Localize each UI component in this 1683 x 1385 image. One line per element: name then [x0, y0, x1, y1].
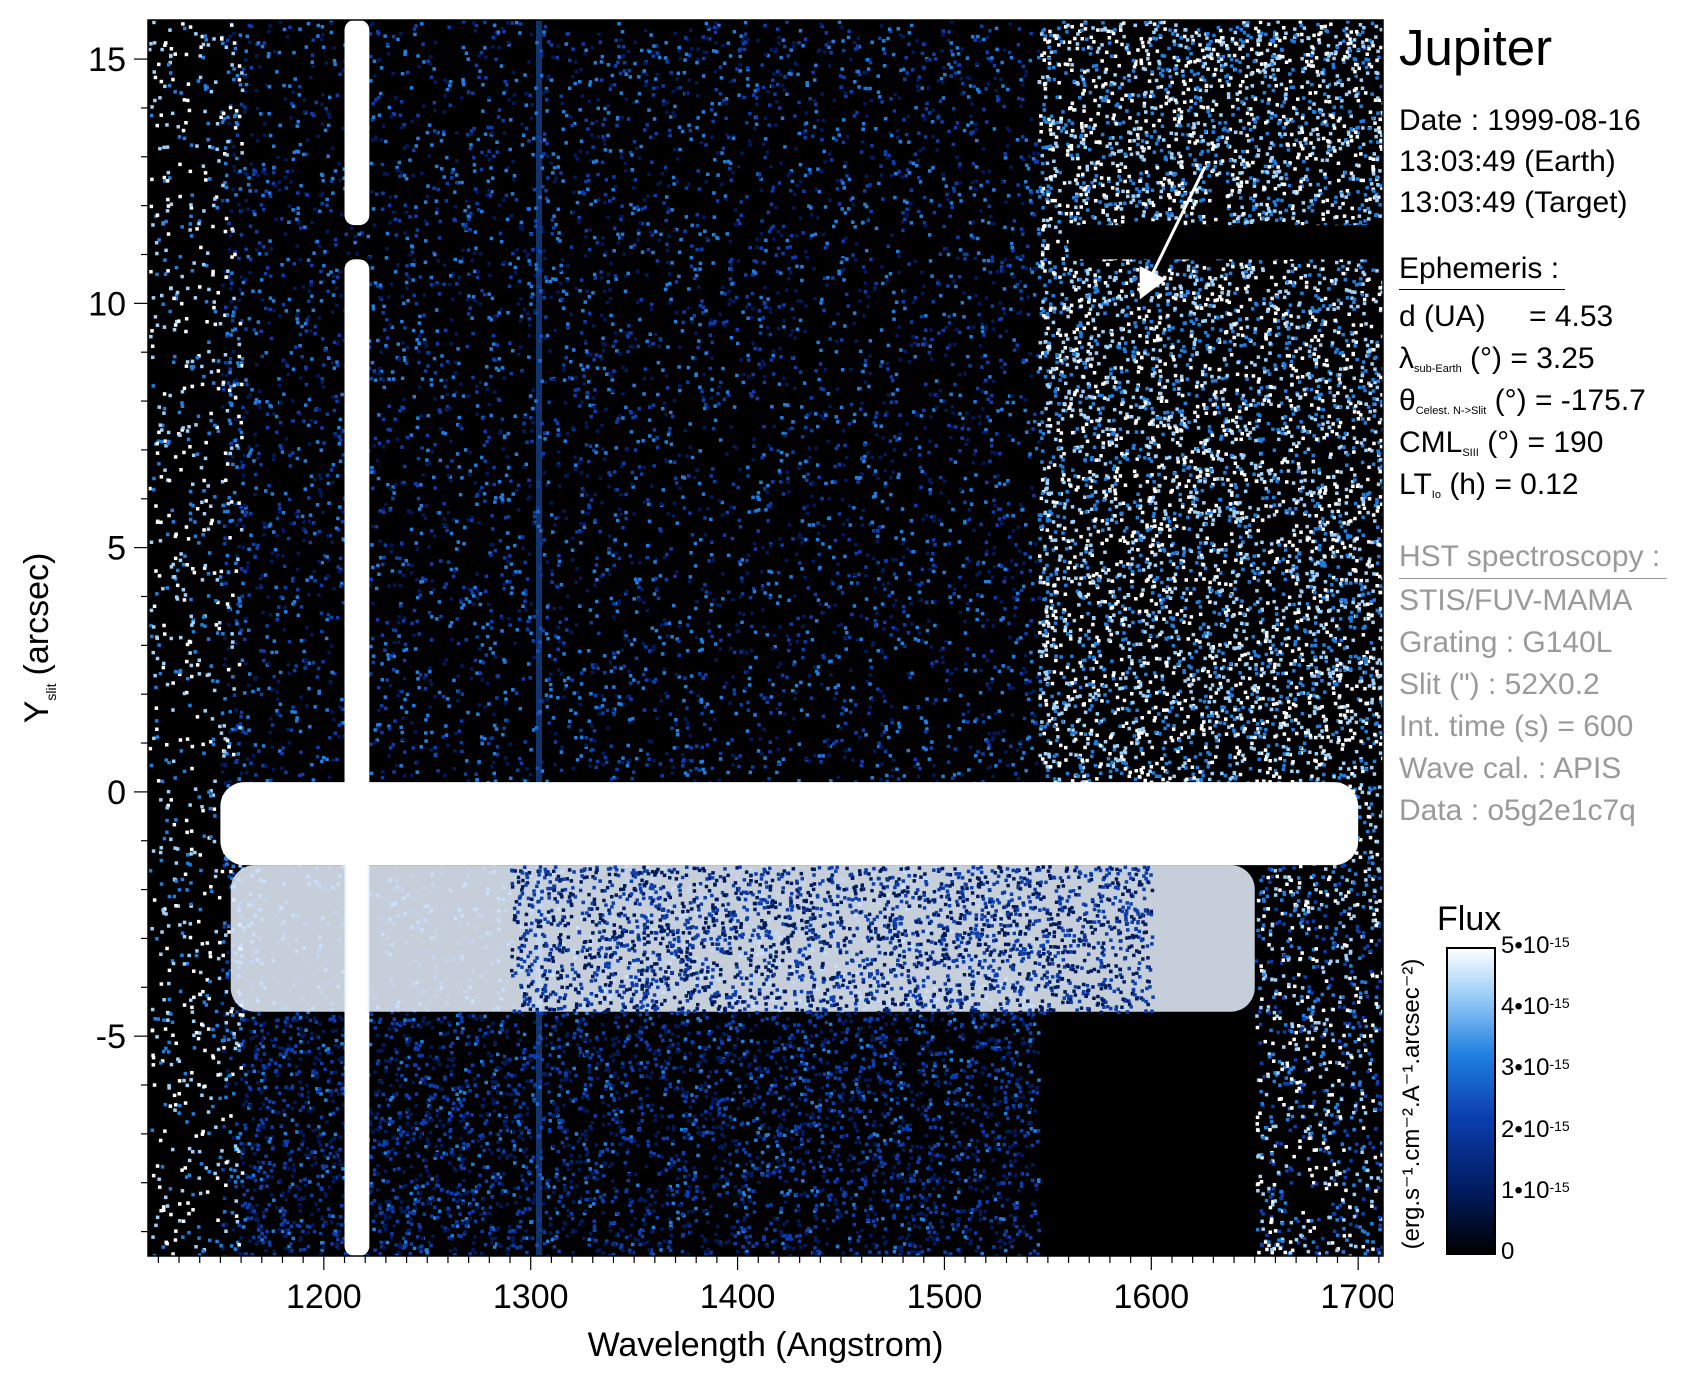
- emission-band-2: [220, 782, 1358, 865]
- colorbar-tick-exponent: -15: [1549, 1179, 1569, 1195]
- dark-stripe: [1069, 225, 1383, 259]
- colorbar-tick-label: 1•10-15: [1501, 1177, 1570, 1205]
- int-time-text: Int. time (s) = 600: [1399, 710, 1633, 744]
- lambda-symbol: λ: [1399, 342, 1414, 375]
- y-tick-label: -5: [96, 1018, 126, 1056]
- lt-value: (h) = 0.12: [1441, 468, 1579, 501]
- lt-subscript: Io: [1432, 489, 1441, 501]
- colorbar-title: Flux: [1437, 900, 1501, 939]
- colorbar-tick-exponent: -15: [1549, 995, 1569, 1011]
- colorbar-tick-label: 2•10-15: [1501, 1116, 1570, 1144]
- colorbar-tick-exponent: -15: [1549, 934, 1569, 950]
- cml-row: CMLSIII (°) = 190: [1399, 426, 1603, 460]
- colorbar-gradient: [1447, 948, 1495, 1254]
- y-axis-label: Yslit (arcsec): [18, 553, 59, 724]
- plot-area: [148, 20, 1386, 1260]
- time-target-text: 13:03:49 (Target): [1399, 186, 1627, 220]
- oi-1304-line: [536, 20, 542, 1256]
- theta-symbol: θ: [1399, 384, 1416, 417]
- lt-row: LTIo (h) = 0.12: [1399, 468, 1579, 502]
- theta-subscript: Celest. N->Slit: [1416, 405, 1487, 417]
- colorbar-unit: (erg.s⁻¹.cm⁻².A⁻¹.arcsec⁻²): [1398, 959, 1425, 1250]
- lambda-row: λsub-Earth (°) = 3.25: [1399, 342, 1595, 376]
- y-tick-label: 5: [107, 530, 126, 568]
- slit-text: Slit (") : 52X0.2: [1399, 668, 1600, 702]
- wave-cal-text: Wave cal. : APIS: [1399, 752, 1621, 786]
- lambda-value: (°) = 3.25: [1462, 342, 1595, 375]
- info-panel: Jupiter Date : 1999-08-16 13:03:49 (Eart…: [1393, 0, 1683, 1385]
- y-axis: 15 10 5 0 -5: [88, 41, 148, 1231]
- hst-header: HST spectroscopy :: [1399, 540, 1660, 574]
- colorbar: (erg.s⁻¹.cm⁻².A⁻¹.arcsec⁻²): [1393, 940, 1683, 1270]
- lyman-alpha-band-upper: [345, 20, 370, 225]
- distance-label: d (UA): [1399, 300, 1486, 333]
- y-axis-label-sub: slit: [43, 683, 59, 700]
- colorbar-tick-label: 3•10-15: [1501, 1054, 1570, 1082]
- distance-value: = 4.53: [1529, 300, 1613, 334]
- chart-title: Jupiter: [1399, 18, 1552, 77]
- y-tick-label: 15: [88, 41, 126, 79]
- x-axis-label: Wavelength (Angstrom): [588, 1326, 944, 1364]
- x-axis: 1200 1300 1400 1500 1600 1700: [158, 1256, 1393, 1316]
- x-tick-label: 1200: [286, 1278, 362, 1316]
- colorbar-tick-exponent: -15: [1549, 1118, 1569, 1134]
- colorbar-tick-exponent: -15: [1549, 1056, 1569, 1072]
- cml-subscript: SIII: [1462, 447, 1479, 459]
- y-tick-label: 10: [88, 285, 126, 323]
- y-axis-label-main: Y: [18, 701, 56, 724]
- x-tick-label: 1700: [1320, 1278, 1393, 1316]
- x-tick-label: 1400: [700, 1278, 776, 1316]
- x-tick-label: 1500: [907, 1278, 983, 1316]
- y-tick-label: 0: [107, 774, 126, 812]
- lambda-subscript: sub-Earth: [1414, 363, 1462, 375]
- lyman-alpha-core: [347, 259, 368, 1256]
- ephemeris-underline: [1399, 289, 1565, 290]
- colorbar-tick-label: 4•10-15: [1501, 993, 1570, 1021]
- time-earth-text: 13:03:49 (Earth): [1399, 145, 1616, 179]
- x-tick-label: 1300: [493, 1278, 569, 1316]
- y-axis-label-unit: (arcsec): [18, 553, 56, 676]
- distance-row: d (UA) = 4.53: [1399, 300, 1486, 334]
- cml-symbol: CML: [1399, 426, 1462, 459]
- ephemeris-header: Ephemeris :: [1399, 252, 1559, 286]
- date-text: Date : 1999-08-16: [1399, 104, 1641, 138]
- data-id-text: Data : o5g2e1c7q: [1399, 794, 1636, 828]
- theta-value: (°) = -175.7: [1486, 384, 1646, 417]
- theta-row: θCelest. N->Slit (°) = -175.7: [1399, 384, 1646, 418]
- instrument-text: STIS/FUV-MAMA: [1399, 584, 1632, 618]
- cml-value: (°) = 190: [1479, 426, 1604, 459]
- spectrogram-chart: 1200 1300 1400 1500 1600 1700 15 10 5 0 -5 Wavele…: [0, 0, 1393, 1385]
- colorbar-tick-label: 5•10-15: [1501, 932, 1570, 960]
- grating-text: Grating : G140L: [1399, 626, 1612, 660]
- hst-underline: [1399, 578, 1667, 579]
- lt-symbol: LT: [1399, 468, 1432, 501]
- colorbar-tick-label: 0: [1501, 1238, 1514, 1266]
- x-tick-label: 1600: [1113, 1278, 1189, 1316]
